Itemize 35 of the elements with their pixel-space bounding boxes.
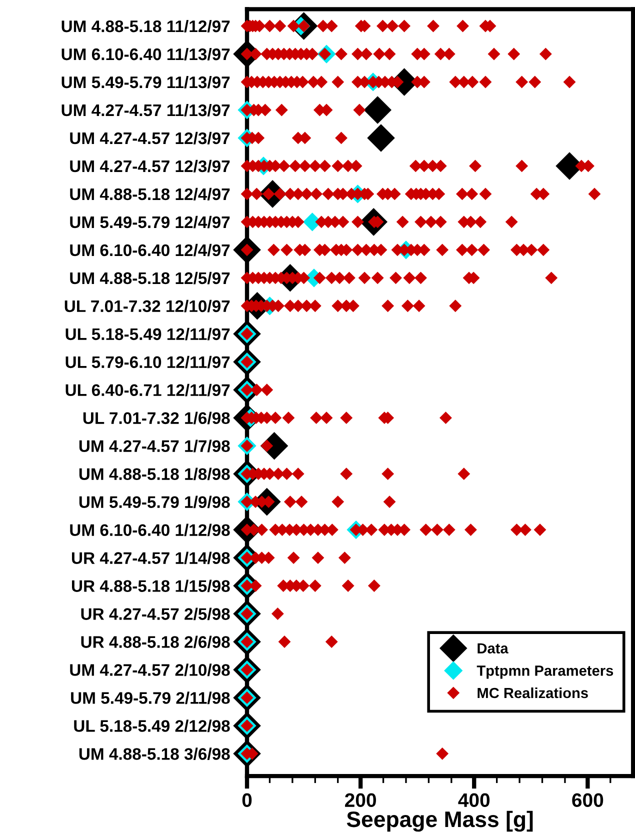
x-axis-title: Seepage Mass [g] bbox=[346, 810, 533, 832]
y-tick-label: UR 4.27-4.57 2/5/98 bbox=[81, 608, 230, 620]
x-tick-label: 400 bbox=[458, 793, 490, 808]
y-tick-label: UM 4.88-5.18 12/5/97 bbox=[70, 272, 230, 284]
y-tick-label: UM 5.49-5.79 2/11/98 bbox=[71, 692, 230, 704]
y-tick-label: UM 4.88-5.18 3/6/98 bbox=[79, 748, 230, 760]
y-tick-label: UM 4.27-4.57 11/13/97 bbox=[62, 104, 230, 116]
x-tick-label: 0 bbox=[242, 793, 252, 808]
y-tick-label: UM 4.27-4.57 1/7/98 bbox=[79, 440, 230, 452]
legend-label: Tptpmn Parameters bbox=[476, 666, 614, 679]
y-tick-label: UM 6.10-6.40 12/4/97 bbox=[70, 244, 230, 256]
legend-label: MC Realizations bbox=[478, 687, 588, 698]
y-tick-label: UL 5.18-5.49 2/12/98 bbox=[74, 720, 230, 732]
y-tick-label: UM 4.88-5.18 12/4/97 bbox=[70, 188, 230, 200]
y-tick-label: UM 5.49-5.79 11/13/97 bbox=[62, 76, 230, 88]
y-tick-label: UM 6.10-6.40 11/13/97 bbox=[62, 48, 230, 60]
x-tick-label: 200 bbox=[345, 793, 376, 808]
y-tick-label: UM 4.27-4.57 2/10/98 bbox=[70, 664, 230, 676]
y-tick-label: UL 5.18-5.49 12/11/97 bbox=[66, 328, 230, 340]
y-tick-label: UM 4.88-5.18 11/12/97 bbox=[62, 20, 230, 32]
y-tick-label: UM 4.27-4.57 12/3/97 bbox=[70, 132, 230, 144]
y-tick-label: UM 6.10-6.40 1/12/98 bbox=[70, 524, 230, 536]
legend-label: Data bbox=[478, 643, 508, 654]
y-tick-label: UL 5.79-6.10 12/11/97 bbox=[66, 356, 230, 368]
y-tick-label: UM 4.88-5.18 1/8/98 bbox=[79, 468, 230, 480]
y-tick-label: UL 7.01-7.32 12/10/97 bbox=[64, 300, 230, 312]
y-tick-label: UL 6.40-6.71 12/11/97 bbox=[66, 384, 230, 396]
y-tick-label: UR 4.88-5.18 2/6/98 bbox=[81, 636, 230, 648]
y-tick-label: UM 4.27-4.57 12/3/97 bbox=[70, 160, 230, 172]
y-tick-label: UR 4.88-5.18 1/15/98 bbox=[72, 580, 230, 592]
y-tick-label: UR 4.27-4.57 1/14/98 bbox=[72, 552, 230, 564]
y-tick-label: UM 5.49-5.79 12/4/97 bbox=[70, 216, 230, 228]
y-tick-label: UM 5.49-5.79 1/9/98 bbox=[79, 496, 230, 508]
y-tick-label: UL 7.01-7.32 1/6/98 bbox=[83, 412, 230, 424]
x-tick-label: 600 bbox=[572, 793, 604, 808]
